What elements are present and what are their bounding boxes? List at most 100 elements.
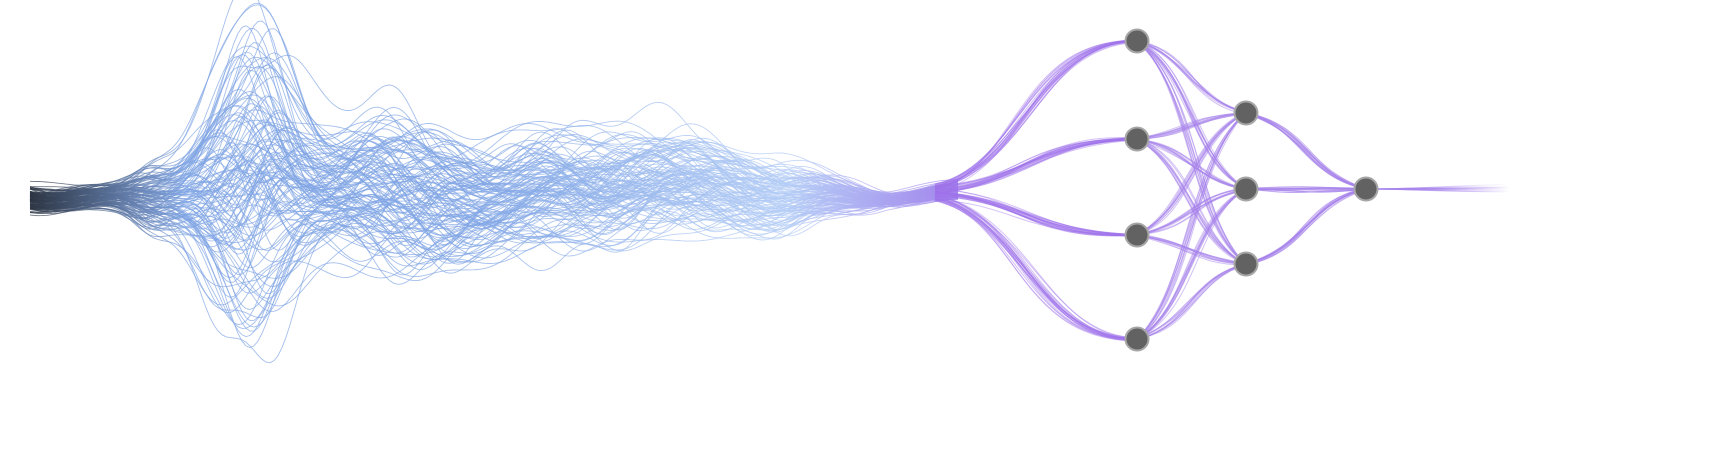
branch-line (934, 39, 1138, 187)
wave-line (29, 177, 959, 260)
branch-line (934, 199, 1138, 340)
edge-line (1136, 186, 1247, 236)
wave-line (29, 188, 959, 314)
wave-line (29, 178, 959, 262)
branch-line (934, 199, 1138, 236)
wave-line (29, 45, 959, 199)
node-layer-1-3 (1124, 222, 1150, 248)
branch-line (934, 137, 1138, 190)
branch-line (934, 138, 1138, 191)
wave-line (29, 0, 959, 195)
network-edges (1136, 39, 1367, 341)
wave-line (29, 192, 959, 288)
edge-line (1136, 111, 1247, 236)
branch-line (934, 197, 1138, 340)
branch-line (934, 138, 1138, 192)
edge-line (1136, 41, 1247, 266)
wave-line (29, 28, 958, 198)
edge-line (1136, 188, 1247, 341)
wave-line (29, 138, 959, 255)
branch-line (934, 197, 1138, 339)
edge-line (1136, 40, 1247, 113)
branch-line (934, 139, 1138, 192)
wave-line (29, 119, 959, 222)
branch-line (934, 39, 1138, 188)
branch-line (934, 39, 1138, 186)
wave-line (29, 112, 959, 233)
branch-line (934, 191, 1138, 236)
branch-line (934, 192, 1138, 236)
branch-line (934, 40, 1138, 191)
branch-line (934, 137, 1138, 187)
branch-line (934, 138, 1138, 192)
branch-line (934, 138, 1138, 194)
wave-line (30, 160, 959, 275)
branch-line (934, 40, 1138, 188)
node-layer-1-1 (1124, 28, 1150, 54)
branch-line (934, 38, 1138, 189)
wave-line (29, 184, 959, 337)
branch-line (934, 195, 1138, 342)
wave-line (29, 197, 959, 364)
wave-line (29, 140, 959, 200)
branch-line (934, 137, 1138, 192)
edge-line (1136, 235, 1247, 264)
branch-line (934, 194, 1138, 341)
branch-line (934, 197, 1138, 340)
branch-line (934, 138, 1138, 191)
wave-line (29, 149, 959, 250)
stream-branches (934, 38, 1138, 342)
branch-line (934, 194, 1138, 237)
node-layer-1-4 (1124, 326, 1150, 352)
branch-line (934, 191, 1138, 236)
node-layer-2-3 (1233, 251, 1259, 277)
edge-line (1136, 111, 1247, 340)
branch-line (934, 138, 1138, 188)
edge-line (1245, 112, 1367, 190)
edge-line (1136, 40, 1247, 265)
edge-line (1136, 138, 1247, 265)
edge-line (1136, 235, 1247, 265)
branch-line (934, 40, 1138, 187)
branch-line (934, 139, 1138, 189)
network-nodes (1124, 28, 1379, 352)
branch-line (934, 39, 1138, 190)
edge-line (1245, 113, 1367, 190)
branch-line (934, 39, 1138, 189)
branch-line (934, 41, 1138, 190)
branch-line (934, 41, 1138, 189)
branch-line (934, 194, 1138, 237)
node-layer-2-1 (1233, 100, 1259, 126)
edge-line (1245, 187, 1367, 265)
branch-line (934, 139, 1138, 189)
branch-line (934, 192, 1138, 236)
branch-line (934, 136, 1138, 195)
branch-line (934, 139, 1138, 194)
branch-line (934, 40, 1138, 185)
branch-line (934, 40, 1138, 187)
edge-line (1136, 188, 1247, 340)
branch-line (934, 39, 1138, 191)
edge-line (1245, 188, 1367, 265)
branch-line (934, 192, 1138, 236)
branch-line (934, 139, 1138, 190)
branch-line (934, 195, 1138, 340)
branch-line (934, 193, 1138, 340)
branch-line (934, 188, 1138, 235)
branch-line (934, 191, 1138, 235)
branch-line (934, 194, 1138, 340)
branch-line (934, 194, 1138, 340)
edge-line (1136, 40, 1247, 189)
branch-line (934, 40, 1138, 188)
branch-line (934, 41, 1138, 186)
wave-line (29, 162, 959, 283)
edge-line (1245, 187, 1367, 264)
branch-line (934, 40, 1138, 189)
branch-line (934, 137, 1138, 193)
branch-line (934, 195, 1138, 341)
branch-line (934, 196, 1138, 341)
branch-line (934, 196, 1138, 342)
wave-line (29, 25, 959, 201)
branch-line (934, 39, 1138, 190)
